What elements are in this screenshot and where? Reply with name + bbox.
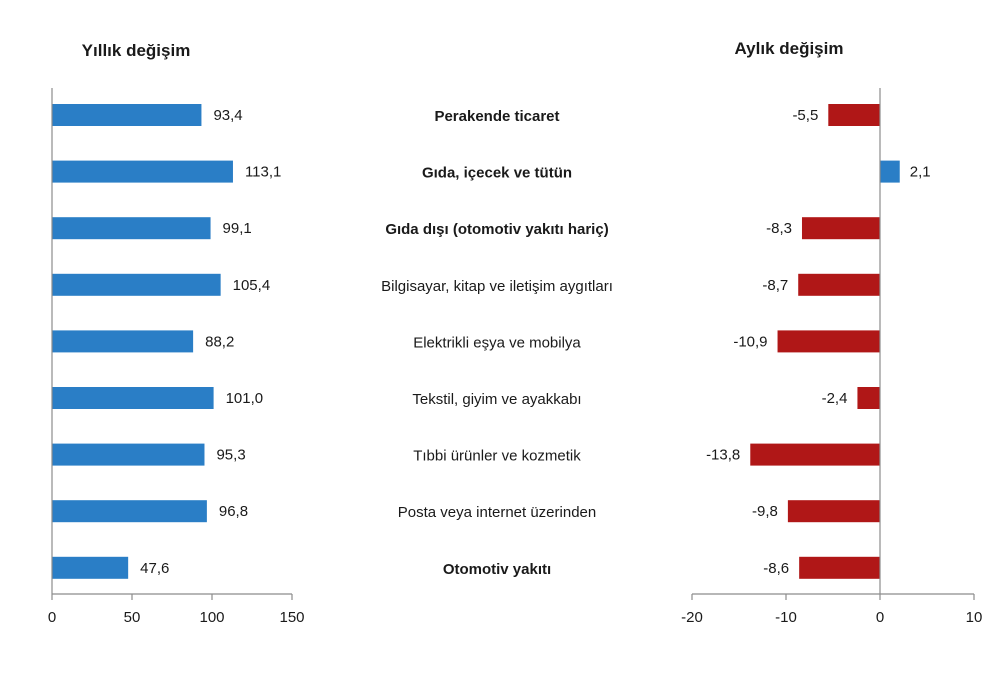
- right-value-label: -9,8: [752, 503, 778, 520]
- left-bar: [52, 443, 205, 466]
- left-chart: 93,4 113,1 99,1 105,4 88,2 101,0 95,3 96,8 47,6 0…: [48, 88, 305, 626]
- right-value-label: 2,1: [910, 164, 931, 181]
- left-bar: [52, 104, 202, 126]
- right-value-label: -2,4: [822, 390, 848, 407]
- right-value-label: -5,5: [792, 107, 818, 124]
- category-label: Tıbbi ürünler ve kozmetik: [413, 448, 581, 465]
- right-bar: [880, 160, 900, 183]
- left-chart-title: Yıllık değişim: [82, 41, 191, 60]
- right-value-label: -10,9: [733, 333, 767, 350]
- right-value-label: -8,6: [763, 560, 789, 577]
- left-bar: [52, 160, 233, 183]
- left-x-tick-label: 50: [124, 609, 141, 626]
- category-label: Tekstil, giyim ve ayakkabı: [412, 391, 581, 408]
- right-x-tick-label: 10: [966, 609, 983, 626]
- left-value-label: 93,4: [213, 107, 242, 124]
- left-value-label: 101,0: [226, 390, 264, 407]
- right-chart: -5,5 2,1 -8,3 -8,7 -10,9 -2,4 -13,8 -9,8 -8,6 -20…: [681, 88, 982, 626]
- category-label: Posta veya internet üzerinden: [398, 504, 596, 521]
- right-bar: [798, 273, 880, 296]
- right-bar: [799, 556, 880, 579]
- left-x-tick-label: 0: [48, 609, 56, 626]
- right-bar: [750, 443, 880, 466]
- right-chart-title: Aylık değişim: [735, 39, 844, 58]
- right-x-tick-label: -10: [775, 609, 797, 626]
- right-bar: [801, 217, 880, 240]
- left-bar: [52, 556, 129, 579]
- category-label: Otomotiv yakıtı: [443, 561, 551, 578]
- right-value-label: -8,7: [762, 277, 788, 294]
- right-x-tick-label: 0: [876, 609, 884, 626]
- left-value-label: 99,1: [223, 220, 252, 237]
- right-bar: [777, 330, 880, 353]
- left-value-label: 105,4: [233, 277, 271, 294]
- right-x-tick-label: -20: [681, 609, 703, 626]
- right-bar: [787, 500, 880, 523]
- left-bar: [52, 217, 211, 240]
- category-label: Gıda, içecek ve tütün: [422, 165, 572, 182]
- right-value-label: -13,8: [706, 447, 740, 464]
- left-value-label: 96,8: [219, 503, 248, 520]
- left-bar: [52, 273, 221, 296]
- left-value-label: 95,3: [216, 447, 245, 464]
- category-label: Perakende ticaret: [434, 108, 559, 125]
- left-value-label: 113,1: [245, 164, 281, 181]
- left-value-label: 88,2: [205, 333, 234, 350]
- right-bar: [857, 387, 880, 409]
- left-x-tick-label: 100: [199, 609, 224, 626]
- left-x-tick-label: 150: [279, 609, 304, 626]
- left-value-label: 47,6: [140, 560, 169, 577]
- left-bar: [52, 500, 207, 523]
- category-label: Bilgisayar, kitap ve iletişim aygıtları: [381, 278, 613, 295]
- right-value-label: -8,3: [766, 220, 792, 237]
- left-bar: [52, 387, 214, 409]
- category-label: Elektrikli eşya ve mobilya: [413, 334, 581, 351]
- left-bar: [52, 330, 194, 353]
- category-labels: Perakende ticaret Gıda, içecek ve tütün Gı…: [381, 108, 613, 578]
- category-label: Gıda dışı (otomotiv yakıtı hariç): [385, 221, 608, 238]
- right-bar: [828, 104, 880, 126]
